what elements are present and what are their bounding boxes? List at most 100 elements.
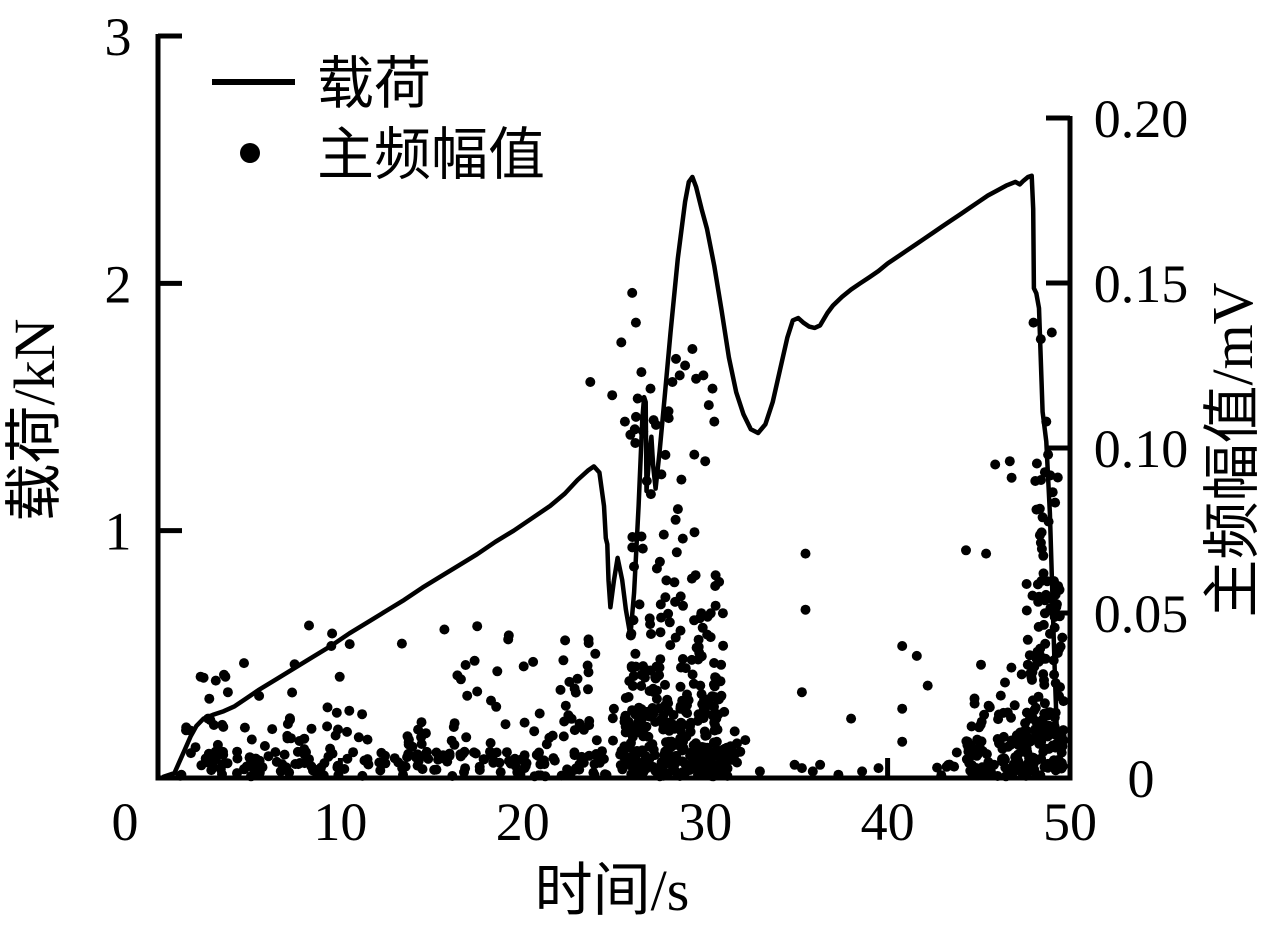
scatter-point <box>282 730 293 741</box>
scatter-point <box>724 752 735 763</box>
scatter-point <box>995 690 1006 701</box>
scatter-point <box>560 700 571 711</box>
scatter-point <box>201 757 212 768</box>
scatter-point <box>538 755 549 766</box>
scatter-point <box>677 533 688 544</box>
scatter-point <box>655 654 666 665</box>
scatter-point <box>796 687 807 698</box>
legend-item-amplitude: 主频幅值 <box>240 124 545 187</box>
scatter-point <box>492 666 503 677</box>
scatter-point <box>697 699 708 710</box>
scatter-point <box>342 726 352 737</box>
scatter-point <box>815 759 826 770</box>
scatter-point <box>585 377 596 387</box>
scatter-point <box>306 761 317 772</box>
scatter-point <box>693 641 704 652</box>
scatter-point <box>1052 472 1063 483</box>
scatter-point <box>709 767 720 778</box>
scatter-point <box>519 763 530 774</box>
scatter-point <box>687 669 698 680</box>
scatter-point <box>448 722 459 732</box>
scatter-point <box>651 563 662 574</box>
scatter-point <box>1022 659 1033 670</box>
scatter-point <box>911 650 922 661</box>
scatter-point <box>630 648 641 659</box>
scatter-point <box>270 747 281 758</box>
scatter-point <box>658 770 669 781</box>
scatter-point <box>398 769 408 780</box>
scatter-point <box>518 661 529 672</box>
scatter-point <box>246 734 257 745</box>
scatter-point <box>501 747 512 758</box>
x-tick-label: 30 <box>678 792 732 852</box>
legend-dot-swatch <box>240 143 260 163</box>
scatter-point <box>627 532 638 542</box>
scatter-point <box>629 561 639 572</box>
scatter-point <box>1031 504 1042 515</box>
scatter-point <box>1045 470 1056 481</box>
scatter-point <box>735 746 746 757</box>
scatter-point <box>645 619 656 630</box>
scatter-point <box>389 753 400 764</box>
scatter-point <box>671 547 682 558</box>
scatter-point <box>663 608 674 619</box>
scatter-point <box>936 770 947 781</box>
scatter-point <box>190 742 201 753</box>
scatter-point <box>218 746 228 757</box>
scatter-point <box>660 679 670 690</box>
scatter-point <box>644 711 655 722</box>
scatter-point <box>357 709 368 720</box>
scatter-point <box>597 746 607 757</box>
scatter-point <box>1058 696 1069 707</box>
scatter-point <box>344 705 355 716</box>
scatter-point <box>1006 662 1017 673</box>
scatter-point <box>984 702 995 713</box>
scatter-point <box>740 735 751 746</box>
scatter-point <box>969 693 980 704</box>
scatter-point <box>700 456 711 467</box>
scatter-point <box>658 724 669 735</box>
scatter-point <box>1048 655 1059 666</box>
scatter-point <box>607 390 618 401</box>
scatter-point <box>732 757 742 768</box>
scatter-point <box>695 680 706 691</box>
scatter-point <box>711 713 722 724</box>
scatter-point <box>175 770 186 781</box>
scatter-point <box>689 527 700 538</box>
scatter-point <box>232 753 243 764</box>
scatter-point <box>1047 757 1058 767</box>
scatter-point <box>710 600 721 611</box>
scatter-point <box>1050 765 1061 776</box>
scatter-point <box>218 721 229 732</box>
scatter-point <box>1021 579 1032 589</box>
x-tick-label: 50 <box>1043 792 1097 852</box>
scatter-point <box>277 759 288 770</box>
scatter-point <box>711 736 722 747</box>
scatter-point <box>1039 679 1050 690</box>
legend-item-load: 载荷 <box>212 53 431 116</box>
scatter-point <box>1057 632 1068 643</box>
scatter-point <box>239 722 250 733</box>
scatter-point <box>709 416 720 427</box>
scatter-point <box>703 400 714 411</box>
scatter-point <box>299 744 310 755</box>
scatter-point <box>591 735 602 746</box>
scatter-point <box>629 424 640 435</box>
scatter-point <box>1051 601 1062 612</box>
scatter-point <box>583 684 593 695</box>
scatter-point <box>977 764 988 775</box>
scatter-point <box>584 720 595 731</box>
scatter-point <box>698 708 709 719</box>
scatter-point <box>1027 674 1037 685</box>
scatter-point <box>846 713 857 724</box>
scatter-point <box>472 621 483 632</box>
scatter-point <box>616 337 627 348</box>
scatter-point <box>675 625 686 636</box>
scatter-point <box>656 469 667 480</box>
scatter-point <box>195 671 206 682</box>
scatter-point <box>717 608 728 619</box>
scatter-point <box>1038 550 1049 561</box>
scatter-point <box>362 734 373 745</box>
scatter-point <box>627 287 638 298</box>
